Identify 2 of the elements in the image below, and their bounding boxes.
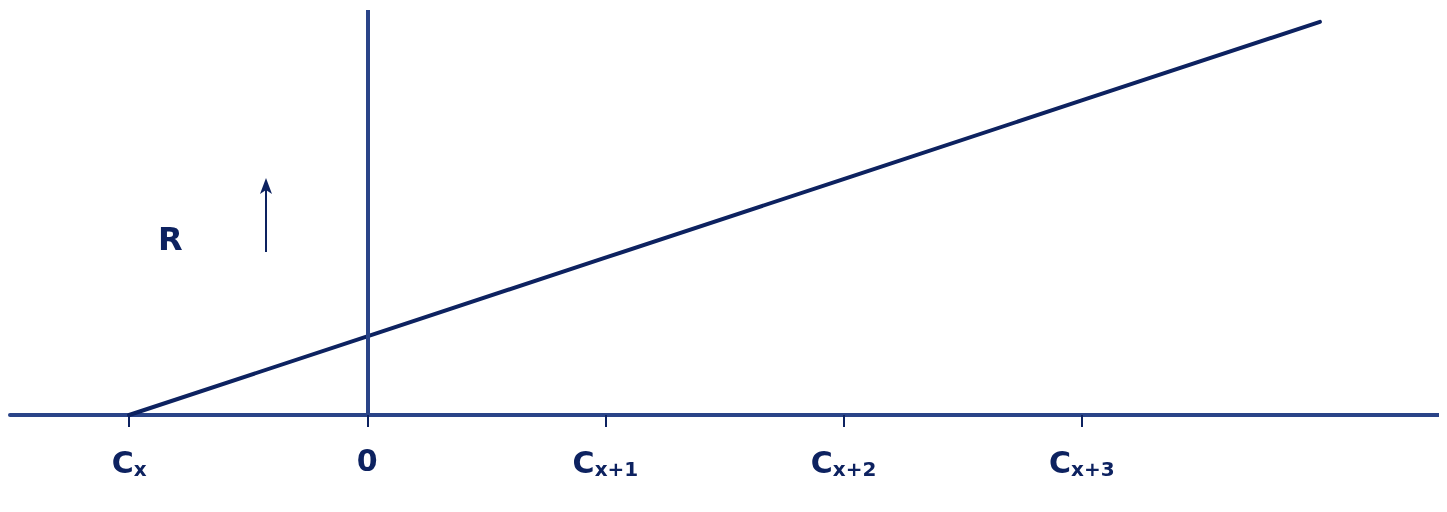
x-tick-label: 0 — [356, 442, 378, 478]
y-axis-title: R — [158, 220, 183, 258]
